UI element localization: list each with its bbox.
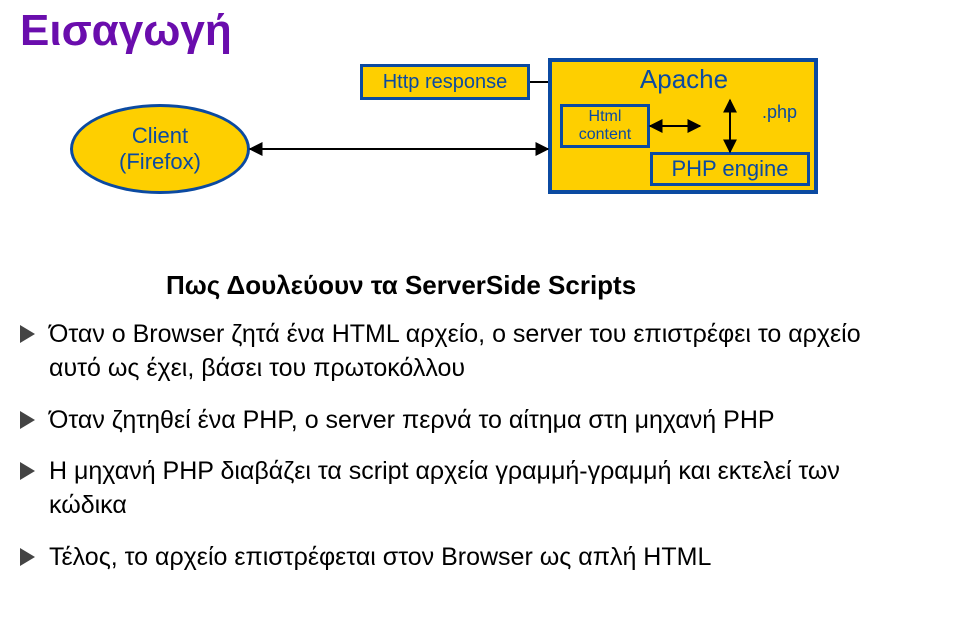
bullet-item: Η μηχανή PHP διαβάζει τα script αρχεία γ… (20, 455, 900, 523)
chevron-right-icon (20, 548, 35, 566)
bullet-text: Όταν ζητηθεί ένα PHP, ο server περνά το … (49, 404, 900, 438)
bullet-item: Όταν ο Browser ζητά ένα HTML αρχείο, ο s… (20, 318, 900, 386)
php-engine-box: PHP engine (650, 152, 810, 186)
http-response-box: Http response (360, 64, 530, 100)
chevron-right-icon (20, 462, 35, 480)
chevron-right-icon (20, 325, 35, 343)
client-label-2: (Firefox) (119, 149, 201, 175)
html-content-box: Html content (560, 104, 650, 148)
client-node: Client (Firefox) (70, 104, 250, 194)
html-content-line2: content (579, 126, 631, 144)
bullet-text: Όταν ο Browser ζητά ένα HTML αρχείο, ο s… (49, 318, 900, 386)
bullet-text: Η μηχανή PHP διαβάζει τα script αρχεία γ… (49, 455, 900, 523)
apache-label: Apache (624, 62, 744, 96)
chevron-right-icon (20, 411, 35, 429)
page-title: Εισαγωγή (20, 6, 232, 56)
bullet-list: Όταν ο Browser ζητά ένα HTML αρχείο, ο s… (20, 318, 900, 593)
html-content-line1: Html (579, 108, 631, 126)
php-ext-label: .php (762, 102, 797, 123)
section-subtitle: Πως Δουλεύουν τα ServerSide Scripts (166, 270, 636, 301)
bullet-text: Τέλος, το αρχείο επιστρέφεται στον Brows… (49, 541, 900, 575)
bullet-item: Όταν ζητηθεί ένα PHP, ο server περνά το … (20, 404, 900, 438)
client-label-1: Client (119, 123, 201, 149)
bullet-item: Τέλος, το αρχείο επιστρέφεται στον Brows… (20, 541, 900, 575)
